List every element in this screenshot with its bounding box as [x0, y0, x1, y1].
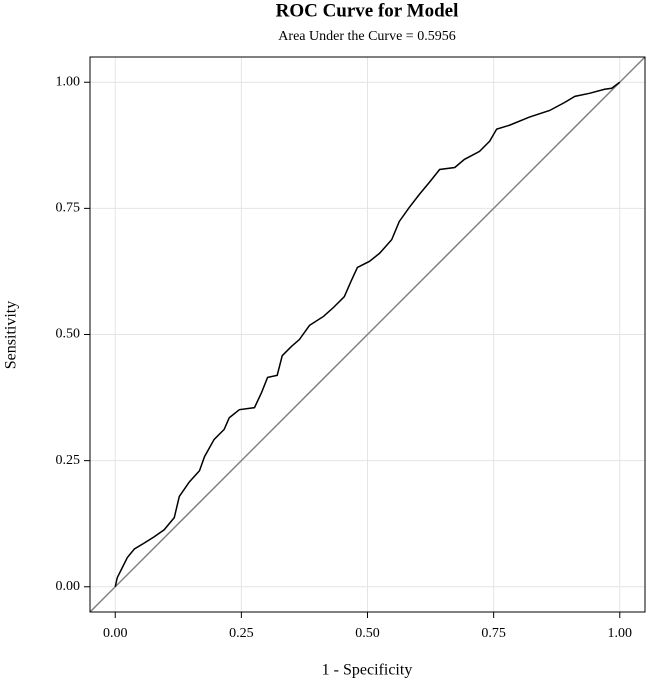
y-axis-label: Sensitivity	[3, 301, 20, 369]
y-tick-label: 1.00	[56, 74, 81, 89]
x-axis-label: 1 - Specificity	[322, 662, 413, 679]
y-tick-label: 0.50	[56, 327, 81, 342]
plot-frame	[89, 56, 646, 613]
chart-title: ROC Curve for Model	[276, 0, 459, 21]
y-tick-label: 0.25	[56, 453, 81, 468]
chart-subtitle: Area Under the Curve = 0.5956	[278, 29, 455, 44]
roc-curve	[114, 81, 621, 587]
x-tick-label: 0.75	[481, 626, 506, 641]
x-tick-label: 0.00	[103, 626, 128, 641]
x-tick-label: 0.50	[355, 626, 380, 641]
y-tick-label: 0.75	[56, 201, 81, 216]
reference-line	[89, 56, 646, 613]
x-tick-label: 0.25	[229, 626, 254, 641]
y-tick-label: 0.00	[56, 579, 81, 594]
x-tick-label: 1.00	[608, 626, 633, 641]
